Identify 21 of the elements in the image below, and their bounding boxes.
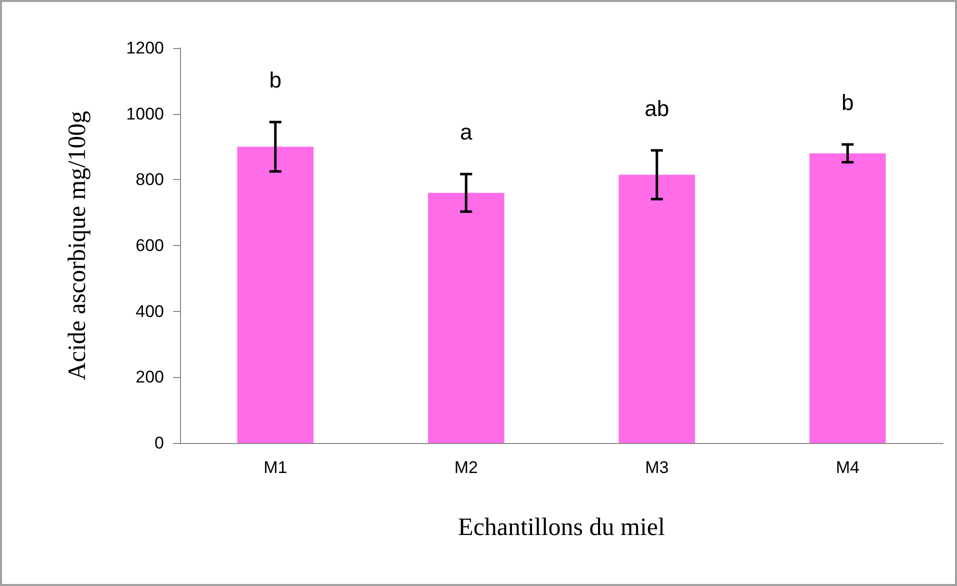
y-tick-label: 0 <box>154 434 164 452</box>
bar <box>237 146 314 443</box>
annotation: b <box>842 90 854 115</box>
x-tick-label: M4 <box>836 458 860 477</box>
annotation: ab <box>644 96 670 121</box>
x-axis-title: Echantillons du miel <box>458 514 665 541</box>
y-tick-label: 1200 <box>126 38 164 58</box>
x-tick-label: M2 <box>454 458 478 477</box>
bar <box>618 174 696 443</box>
bar <box>428 192 504 443</box>
bar <box>809 153 886 443</box>
y-axis-title: Acide ascorbique mg/100g <box>64 110 91 380</box>
y-tick-label: 800 <box>136 170 164 190</box>
x-tick-label: M1 <box>264 458 288 477</box>
y-tick-label: 1000 <box>126 104 164 124</box>
annotation: b <box>269 68 282 93</box>
x-tick-label: M3 <box>645 458 669 477</box>
y-tick-label: 600 <box>136 236 164 255</box>
annotation: a <box>460 120 473 145</box>
y-tick-label: 400 <box>136 302 164 321</box>
y-tick-label: 200 <box>136 368 164 387</box>
